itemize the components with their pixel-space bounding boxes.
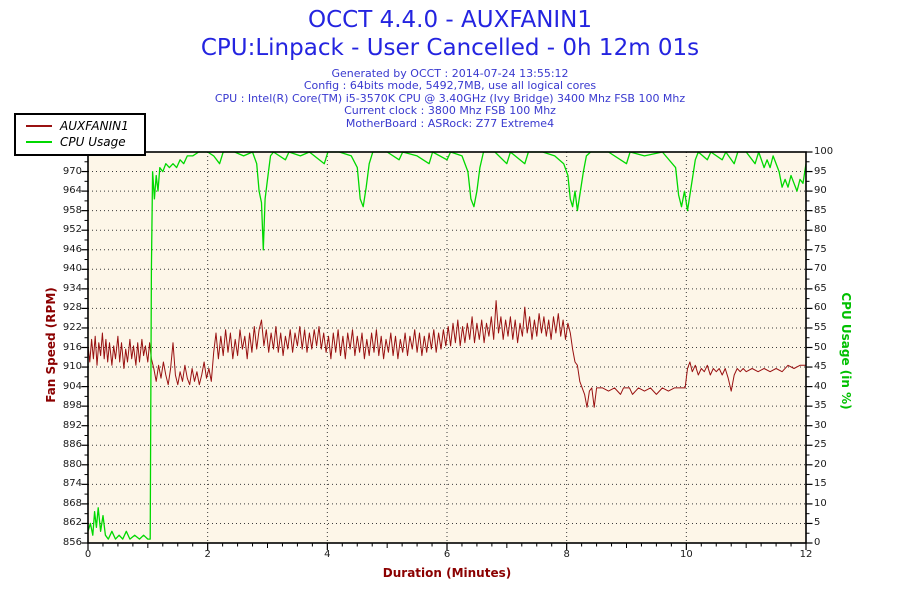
fan-series-swatch xyxy=(26,125,52,127)
left-axis-tick-label: 856 xyxy=(62,537,82,548)
right-axis-tick-label: 60 xyxy=(814,302,827,314)
right-axis-tick-label: 65 xyxy=(814,282,827,294)
left-axis-tick-label: 892 xyxy=(62,419,82,431)
right-axis-tick-label: 85 xyxy=(814,204,827,216)
right-axis-tick-label: 50 xyxy=(814,341,827,353)
left-axis-tick-label: 886 xyxy=(62,439,82,451)
right-axis-tick-label: 95 xyxy=(814,165,827,177)
info-config: Config : 64bits mode, 5492,7MB, use all … xyxy=(303,79,597,93)
left-axis-tick-label: 946 xyxy=(62,243,82,255)
right-axis-tick-label: 70 xyxy=(814,263,827,275)
right-axis-tick-label: 15 xyxy=(814,478,827,490)
chart-legend: AUXFANIN1 CPU Usage xyxy=(14,113,146,156)
left-axis-tick-label: 934 xyxy=(62,282,82,294)
legend-item-cpu-usage: CPU Usage xyxy=(20,134,140,150)
x-axis-tick-label: 0 xyxy=(84,549,92,560)
right-axis-tick-label: 40 xyxy=(814,380,827,392)
left-axis-tick-label: 910 xyxy=(62,361,82,373)
x-axis-tick-label: 8 xyxy=(563,549,570,560)
right-axis-tick-label: 90 xyxy=(814,185,827,197)
info-clock: Current clock : 3800 Mhz FSB 100 Mhz xyxy=(344,104,556,118)
left-axis-tick-label: 898 xyxy=(62,400,82,412)
x-axis-tick-label: 12 xyxy=(799,549,813,560)
x-axis-tick-label: 2 xyxy=(204,549,211,560)
right-axis-tick-label: 75 xyxy=(814,243,827,255)
left-axis-tick-label: 916 xyxy=(62,341,82,353)
x-axis-tick-label: 4 xyxy=(324,549,331,560)
cpu-series-swatch xyxy=(26,141,52,143)
left-axis-tick-label: 940 xyxy=(62,263,82,275)
x-axis-title: Duration (Minutes) xyxy=(382,566,512,580)
left-axis-tick-label: 904 xyxy=(62,380,82,392)
left-axis-tick-label: 952 xyxy=(62,224,82,236)
left-axis-tick-label: 880 xyxy=(62,458,82,470)
left-axis-tick-label: 868 xyxy=(62,497,82,509)
info-cpu: CPU : Intel(R) Core(TM) i5-3570K CPU @ 3… xyxy=(214,91,686,105)
legend-item-auxfanin1: AUXFANIN1 xyxy=(20,118,140,134)
right-axis-tick-label: 25 xyxy=(814,439,827,451)
right-axis-tick-label: 10 xyxy=(814,497,827,509)
page-title: OCCT 4.4.0 - AUXFANIN1 xyxy=(307,7,593,33)
system-info-block: Generated by OCCT : 2014-07-24 13:55:12 … xyxy=(0,67,900,130)
left-axis-tick-label: 970 xyxy=(62,165,82,177)
info-motherboard: MotherBoard : ASRock: Z77 Extreme4 xyxy=(345,116,555,130)
left-axis-tick-label: 958 xyxy=(62,204,82,216)
page-subtitle: CPU:Linpack - User Cancelled - 0h 12m 01… xyxy=(200,35,700,61)
chart-plot-area xyxy=(81,151,813,550)
right-axis-tick-label: 100 xyxy=(814,146,834,157)
right-axis-tick-label: 20 xyxy=(814,458,827,470)
right-axis-tick-label: 30 xyxy=(814,419,827,431)
right-axis-tick-label: 5 xyxy=(814,517,821,529)
right-axis-tick-label: 55 xyxy=(814,321,827,333)
left-axis-tick-label: 922 xyxy=(62,321,82,333)
left-axis-tick-label: 874 xyxy=(62,478,82,490)
chart-canvas xyxy=(81,151,813,550)
info-generated: Generated by OCCT : 2014-07-24 13:55:12 xyxy=(331,67,569,80)
left-axis-tick-label: 862 xyxy=(62,517,82,529)
right-axis-tick-label: 80 xyxy=(814,224,827,236)
x-axis-tick-label: 10 xyxy=(679,549,693,560)
right-axis-title: CPU Usage (in %) xyxy=(839,292,853,410)
right-axis-tick-label: 35 xyxy=(814,400,827,412)
left-axis-tick-label: 928 xyxy=(62,302,82,314)
legend-label-auxfanin1: AUXFANIN1 xyxy=(60,119,129,133)
legend-label-cpu-usage: CPU Usage xyxy=(60,135,126,149)
x-axis-tick-label: 6 xyxy=(443,549,451,560)
left-axis-tick-label: 964 xyxy=(62,185,82,197)
right-axis-tick-label: 0 xyxy=(814,537,821,548)
right-axis-tick-label: 45 xyxy=(814,361,827,373)
